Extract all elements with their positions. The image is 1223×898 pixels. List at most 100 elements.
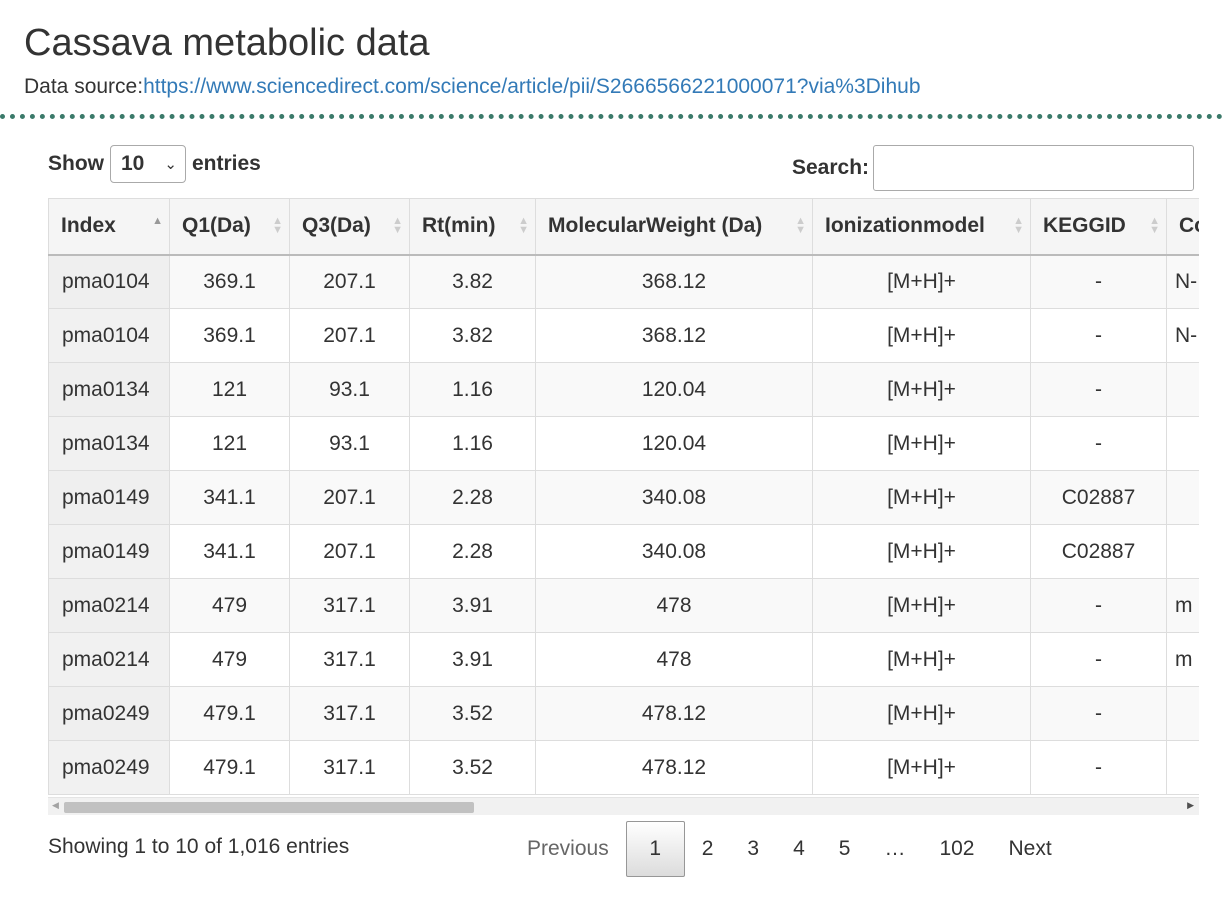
table-cell: 3.52 xyxy=(409,686,536,741)
table-cell: [M+H]+ xyxy=(812,686,1031,741)
table-cell: 479 xyxy=(169,578,290,633)
table-cell: [M+H]+ xyxy=(812,740,1031,795)
search-input[interactable] xyxy=(873,145,1195,191)
data-source-line: Data source:https://www.sciencedirect.co… xyxy=(24,75,921,99)
table-cell xyxy=(1166,524,1199,579)
table-cell: - xyxy=(1030,632,1167,687)
sort-arrows-icon: ▲▼ xyxy=(795,215,806,237)
table-cell: [M+H]+ xyxy=(812,524,1031,579)
table-cell: 368.12 xyxy=(535,254,813,309)
table-cell: 121 xyxy=(169,416,290,471)
table-row: pma0134 121 93.1 1.16 120.04 [M+H]+ - xyxy=(48,362,1199,417)
table-cell: [M+H]+ xyxy=(812,254,1031,309)
table-cell: [M+H]+ xyxy=(812,470,1031,525)
table-cell: pma0249 xyxy=(48,686,170,741)
table-cell: - xyxy=(1030,578,1167,633)
column-header-label: Q3(Da) xyxy=(302,214,371,238)
table-cell xyxy=(1166,740,1199,795)
page-button-last[interactable]: 102 xyxy=(939,837,975,860)
sort-arrows-icon: ▲▼ xyxy=(152,215,163,228)
table-info: Showing 1 to 10 of 1,016 entries xyxy=(48,835,350,858)
metabolite-table: Index▲▼Q1(Da)▲▼Q3(Da)▲▼Rt(min)▲▼Molecula… xyxy=(48,198,1199,795)
table-cell: pma0149 xyxy=(48,524,170,579)
column-header-molecularweight-da[interactable]: MolecularWeight (Da) ▲ ▼ xyxy=(535,198,813,256)
scroll-left-arrow-icon[interactable]: ◀ xyxy=(52,800,59,810)
table-cell: pma0214 xyxy=(48,578,170,633)
table-cell: pma0134 xyxy=(48,362,170,417)
column-header-index[interactable]: Index ▲▼ xyxy=(48,198,170,256)
sort-arrows-icon: ▲▼ xyxy=(272,215,283,237)
table-cell: 207.1 xyxy=(289,470,410,525)
table-cell: 207.1 xyxy=(289,254,410,309)
entries-length-control: Show 10 ⌄ entries xyxy=(48,145,261,183)
table-cell: pma0134 xyxy=(48,416,170,471)
chevron-down-icon: ⌄ xyxy=(164,156,177,173)
table-cell: 93.1 xyxy=(289,362,410,417)
next-page-button[interactable]: Next xyxy=(1008,837,1052,860)
dotted-divider xyxy=(0,114,1223,119)
scrollbar-thumb[interactable] xyxy=(64,802,474,813)
table-cell: pma0249 xyxy=(48,740,170,795)
column-header-q1-da[interactable]: Q1(Da) ▲ ▼ xyxy=(169,198,290,256)
previous-page-button[interactable]: Previous xyxy=(527,837,609,860)
show-label: Show xyxy=(48,152,104,175)
column-header-label: Index xyxy=(61,214,116,238)
table-cell: 478 xyxy=(535,632,813,687)
page-button-5[interactable]: 5 xyxy=(838,837,851,860)
table-cell: 479.1 xyxy=(169,740,290,795)
table-cell: 93.1 xyxy=(289,416,410,471)
column-header-label: Co xyxy=(1179,214,1199,238)
table-cell: 341.1 xyxy=(169,470,290,525)
scroll-right-arrow-icon[interactable]: ▶ xyxy=(1187,800,1194,810)
entries-per-page-select[interactable]: 10 ⌄ xyxy=(110,145,186,183)
page-button-2[interactable]: 2 xyxy=(701,837,714,860)
sort-arrows-icon: ▲▼ xyxy=(518,215,529,237)
table-cell: N- xyxy=(1166,254,1199,309)
table-cell: m xyxy=(1166,578,1199,633)
table-cell: 3.82 xyxy=(409,254,536,309)
table-cell: 478.12 xyxy=(535,740,813,795)
sort-arrows-icon: ▲▼ xyxy=(1013,215,1024,237)
table-cell xyxy=(1166,686,1199,741)
table-cell: 341.1 xyxy=(169,524,290,579)
column-header-q3-da[interactable]: Q3(Da) ▲ ▼ xyxy=(289,198,410,256)
search-control: Search: xyxy=(792,145,1195,191)
entries-label: entries xyxy=(192,152,261,175)
horizontal-scrollbar[interactable]: ◀ ▶ xyxy=(48,797,1199,815)
column-header-label: KEGGID xyxy=(1043,214,1126,238)
page-button-1[interactable]: 1 xyxy=(625,821,685,877)
table-row: pma0214 479 317.1 3.91 478 [M+H]+ - m xyxy=(48,632,1199,687)
table-cell: - xyxy=(1030,308,1167,363)
column-header-ionizationmodel[interactable]: Ionizationmodel ▲ ▼ xyxy=(812,198,1031,256)
table-row: pma0149 341.1 207.1 2.28 340.08 [M+H]+ C02887 xyxy=(48,470,1199,525)
column-header-keggid[interactable]: KEGGID ▲ ▼ xyxy=(1030,198,1167,256)
table-cell xyxy=(1166,416,1199,471)
table-row: pma0104 369.1 207.1 3.82 368.12 [M+H]+ - N- xyxy=(48,308,1199,363)
table-cell: 2.28 xyxy=(409,524,536,579)
table-cell: - xyxy=(1030,416,1167,471)
table-cell: - xyxy=(1030,686,1167,741)
data-source-link[interactable]: https://www.sciencedirect.com/science/ar… xyxy=(143,75,921,98)
column-header-co[interactable]: Co xyxy=(1166,198,1199,256)
table-cell: [M+H]+ xyxy=(812,578,1031,633)
table-cell xyxy=(1166,470,1199,525)
page-button-3[interactable]: 3 xyxy=(747,837,760,860)
page-title: Cassava metabolic data xyxy=(24,22,430,64)
table-cell xyxy=(1166,362,1199,417)
pagination: Previous 1 2 3 4 5 … 102 Next xyxy=(510,821,1069,877)
table-cell: C02887 xyxy=(1030,470,1167,525)
sort-arrows-icon: ▲▼ xyxy=(1149,215,1160,237)
column-header-label: Q1(Da) xyxy=(182,214,251,238)
table-cell: 478.12 xyxy=(535,686,813,741)
table-cell: [M+H]+ xyxy=(812,362,1031,417)
column-header-rt-min[interactable]: Rt(min) ▲ ▼ xyxy=(409,198,536,256)
table-body: pma0104 369.1 207.1 3.82 368.12 [M+H]+ - N-pma0… xyxy=(48,254,1199,795)
column-header-label: MolecularWeight (Da) xyxy=(548,214,763,238)
table-row: pma0249 479.1 317.1 3.52 478.12 [M+H]+ - xyxy=(48,740,1199,795)
data-source-label: Data source: xyxy=(24,75,144,98)
table-cell: m xyxy=(1166,632,1199,687)
table-cell: 2.28 xyxy=(409,470,536,525)
page-button-4[interactable]: 4 xyxy=(793,837,805,860)
table-cell: - xyxy=(1030,254,1167,309)
table-row: pma0214 479 317.1 3.91 478 [M+H]+ - m xyxy=(48,578,1199,633)
